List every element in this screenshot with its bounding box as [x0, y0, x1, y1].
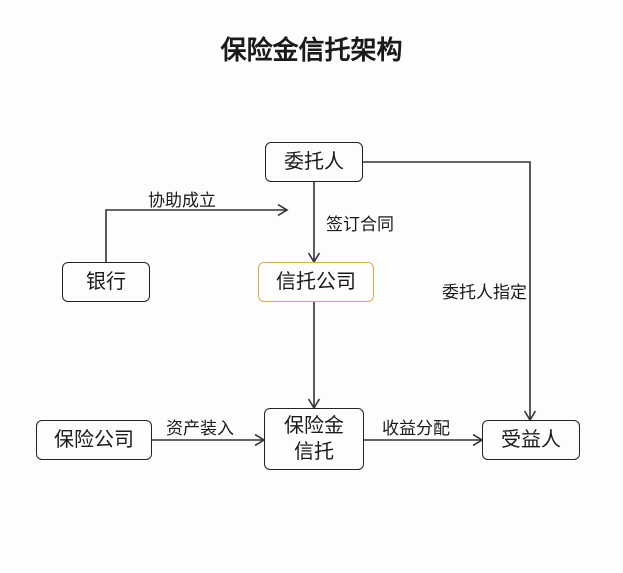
label-designate: 委托人指定	[442, 278, 527, 303]
label-assist: 协助成立	[148, 186, 216, 211]
label-sign: 签订合同	[326, 210, 394, 235]
diagram-title: 保险金信托架构	[0, 30, 623, 67]
node-beneficiary: 受益人	[482, 420, 580, 460]
node-trust-company: 信托公司	[258, 262, 374, 302]
label-distribute: 收益分配	[382, 414, 450, 439]
label-asset-in: 资产装入	[166, 414, 234, 439]
node-settlor: 委托人	[265, 142, 363, 182]
node-insurer: 保险公司	[36, 420, 152, 460]
node-bank: 银行	[62, 262, 150, 302]
diagram-canvas: 保险金信托架构 委托人 银行 信托公司 保险公司 保险金 信托 受益人 协助成立…	[0, 0, 623, 573]
node-insurance-trust: 保险金 信托	[264, 408, 364, 470]
